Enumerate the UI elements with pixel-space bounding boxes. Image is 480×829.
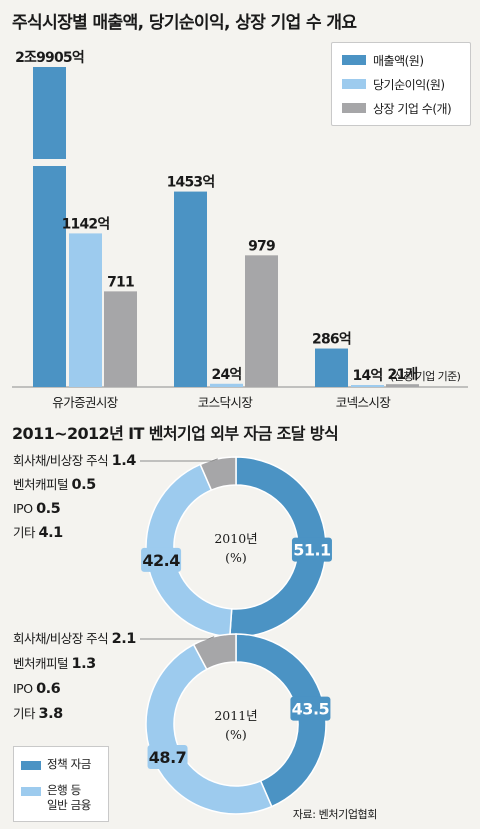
donut2-value-label-1: 48.7 bbox=[149, 748, 186, 767]
donut-legend-item-policy: 정책 자금 bbox=[21, 757, 91, 772]
donut2-slice-1 bbox=[145, 643, 273, 815]
data-label-1-2: 14억 bbox=[353, 368, 383, 384]
section-title-funding: 2011~2012년 IT 벤처기업 외부 자금 조달 방식 bbox=[12, 424, 339, 443]
donut-legend: 정책 자금 은행 등 일반 금융 bbox=[13, 746, 109, 822]
data-label-2-1: 979 bbox=[248, 238, 275, 254]
donut1-center-unit: (%) bbox=[225, 550, 247, 565]
data-label-0-1: 1453억 bbox=[167, 175, 215, 191]
donut2-leader-line bbox=[140, 636, 215, 640]
legend-label-net-income: 당기순이익(원) bbox=[373, 77, 445, 92]
bar-0-2 bbox=[315, 348, 348, 387]
category-label-2: 코넥스시장 bbox=[336, 395, 392, 410]
donut1-value-bg-1 bbox=[141, 547, 182, 572]
donut2-center-year: 2011년 bbox=[214, 708, 257, 723]
bar-0-0 bbox=[33, 67, 66, 387]
annotation-basis: (신청 기업 기준) bbox=[390, 370, 461, 383]
donut1-value-label-1: 42.4 bbox=[142, 551, 180, 570]
legend-item-revenue: 매출액(원) bbox=[342, 50, 424, 70]
legend-label-listed-count: 상장 기업 수(개) bbox=[373, 101, 452, 116]
ring2-label-ipo: IPO 0.6 bbox=[13, 681, 61, 697]
data-label-2-0: 711 bbox=[107, 274, 134, 290]
donut-legend-label-bank: 은행 등 일반 금융 bbox=[47, 783, 91, 813]
bar-2-0 bbox=[104, 291, 137, 387]
bar-1-0 bbox=[69, 233, 102, 387]
legend-swatch-revenue bbox=[342, 55, 366, 65]
bar-2-1 bbox=[245, 255, 278, 387]
legend-swatch-listed-count bbox=[342, 103, 366, 113]
axis-break-gap-0 bbox=[32, 159, 67, 166]
data-label-0-0: 2조9905억 bbox=[15, 50, 84, 66]
ring1-label-bonds: 회사채/비상장 주식 1.4 bbox=[13, 453, 136, 469]
ring2-label-vc: 벤처캐피털 1.3 bbox=[13, 656, 96, 672]
donut1-center-year: 2010년 bbox=[214, 531, 257, 546]
donut2-slice-0 bbox=[235, 633, 327, 808]
data-label-1-1: 24억 bbox=[212, 367, 242, 383]
ring1-label-ipo: IPO 0.5 bbox=[13, 501, 61, 517]
legend-label-revenue: 매출액(원) bbox=[373, 53, 424, 68]
data-label-0-2: 286억 bbox=[312, 332, 351, 348]
data-label-1-0: 1142억 bbox=[62, 216, 110, 232]
category-label-1: 코스닥시장 bbox=[198, 395, 254, 410]
donut1-value-bg-0 bbox=[291, 537, 332, 562]
ring2-label-bonds: 회사채/비상장 주식 2.1 bbox=[13, 631, 136, 647]
source-note: 자료: 벤처기업협회 bbox=[292, 808, 378, 821]
ring1-label-vc: 벤처캐피털 0.5 bbox=[13, 477, 96, 493]
donut-legend-label-bank-line1: 은행 등 bbox=[47, 783, 81, 797]
donut2-value-label-0: 43.5 bbox=[292, 700, 330, 719]
donut2-center-unit: (%) bbox=[225, 727, 247, 742]
bar-legend: 매출액(원) 당기순이익(원) 상장 기업 수(개) bbox=[331, 42, 471, 126]
ring2-label-other: 기타 3.8 bbox=[13, 706, 63, 722]
bar-2-2 bbox=[386, 384, 419, 387]
chart-title: 주식시장별 매출액, 당기순이익, 상장 기업 수 개요 bbox=[12, 13, 357, 33]
legend-item-net-income: 당기순이익(원) bbox=[342, 74, 445, 94]
donut-legend-swatch-policy bbox=[21, 761, 41, 770]
donut1-value-label-0: 51.1 bbox=[293, 541, 331, 560]
category-label-0: 유가증권시장 bbox=[52, 395, 119, 410]
donut1-slice-1 bbox=[145, 463, 233, 638]
donut-legend-swatch-bank bbox=[21, 787, 41, 796]
donut2-value-bg-0 bbox=[290, 696, 331, 721]
donut1-leader-line bbox=[140, 458, 218, 462]
donut-legend-label-policy: 정책 자금 bbox=[47, 757, 91, 771]
bar-1-1 bbox=[210, 383, 243, 387]
bar-chart: 2조9905억 1453억 286억 1142억 24억 14억 711 979 21개(신청 … bbox=[12, 50, 468, 410]
ring1-label-other: 기타 4.1 bbox=[13, 525, 63, 541]
legend-swatch-net-income bbox=[342, 79, 366, 89]
legend-item-listed-count: 상장 기업 수(개) bbox=[342, 98, 452, 118]
bar-1-2 bbox=[351, 385, 384, 387]
donut-legend-label-bank-line2: 일반 금융 bbox=[47, 798, 91, 812]
data-label-2-2: 21개 bbox=[388, 367, 418, 383]
donut-legend-item-bank: 은행 등 일반 금융 bbox=[21, 783, 91, 813]
donut2-value-bg-1 bbox=[147, 745, 188, 770]
bar-0-1 bbox=[174, 191, 207, 387]
